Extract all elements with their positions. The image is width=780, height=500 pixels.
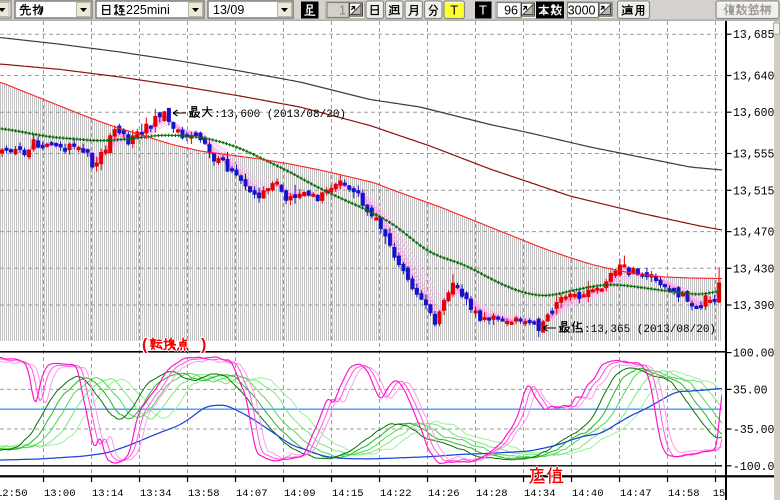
svg-text:(: (: [142, 337, 148, 354]
svg-text:-100.00: -100.00: [733, 461, 780, 474]
svg-text::13,365 (2013/08/20): :13,365 (2013/08/20): [584, 324, 716, 336]
svg-text:13,430: 13,430: [733, 263, 775, 276]
svg-text:35.00: 35.00: [733, 384, 768, 397]
svg-text:13,390: 13,390: [733, 300, 775, 313]
svg-text:13:58: 13:58: [188, 488, 220, 500]
svg-text:15: 15: [713, 488, 726, 500]
svg-text:13,515: 13,515: [733, 185, 775, 198]
svg-text:T: T: [450, 3, 458, 18]
svg-text:14:40: 14:40: [572, 488, 604, 500]
svg-text:T: T: [479, 3, 487, 18]
svg-text:-35.00: -35.00: [733, 424, 775, 437]
svg-text:13,555: 13,555: [733, 149, 775, 162]
svg-text:14:09: 14:09: [284, 488, 316, 500]
svg-text:14:26: 14:26: [428, 488, 460, 500]
svg-text:14:47: 14:47: [620, 488, 652, 500]
svg-text:1: 1: [339, 4, 346, 18]
svg-text:14:28: 14:28: [476, 488, 508, 500]
svg-text::13,600 (2013/08/20): :13,600 (2013/08/20): [214, 109, 346, 121]
svg-text:): ): [201, 337, 206, 354]
svg-text:13,600: 13,600: [733, 107, 775, 120]
svg-text:13:34: 13:34: [140, 488, 172, 500]
svg-text:14:07: 14:07: [236, 488, 268, 500]
svg-text:13:14: 13:14: [92, 488, 124, 500]
svg-text:14:22: 14:22: [380, 488, 412, 500]
svg-text:100.00: 100.00: [733, 348, 775, 361]
svg-text:13,685: 13,685: [733, 29, 775, 42]
svg-text:13/09: 13/09: [213, 3, 244, 17]
svg-text:14:15: 14:15: [332, 488, 364, 500]
svg-text:13,640: 13,640: [733, 71, 775, 84]
svg-text:14:58: 14:58: [668, 488, 700, 500]
svg-text:225mini: 225mini: [126, 3, 170, 17]
svg-text:96: 96: [504, 4, 518, 18]
svg-text:12:50: 12:50: [0, 488, 28, 500]
svg-text:13:00: 13:00: [44, 488, 76, 500]
svg-text:14:34: 14:34: [524, 488, 556, 500]
svg-text:13,470: 13,470: [733, 227, 775, 240]
svg-text:3000: 3000: [568, 4, 596, 18]
